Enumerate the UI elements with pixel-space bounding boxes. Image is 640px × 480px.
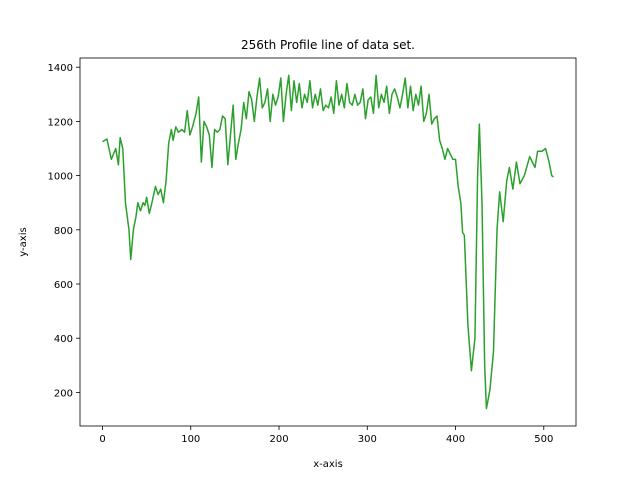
x-tick-label: 0	[99, 434, 105, 445]
y-tick-label: 1000	[48, 172, 73, 183]
x-axis-label: x-axis	[313, 459, 343, 470]
y-tick-label: 200	[54, 388, 73, 399]
x-tick-label: 400	[446, 434, 465, 445]
x-tick-label: 500	[534, 434, 553, 445]
x-tick-label: 300	[358, 434, 377, 445]
data-line	[102, 74, 554, 410]
y-tick-label: 800	[54, 226, 73, 237]
chart-title: 256th Profile line of data set.	[241, 38, 415, 52]
y-tick-label: 600	[54, 280, 73, 291]
y-tick-label: 400	[54, 334, 73, 345]
plot-frame	[79, 57, 577, 427]
x-tick-label: 100	[181, 434, 200, 445]
y-tick-label: 1200	[48, 117, 73, 128]
y-tick-label: 1400	[48, 63, 73, 74]
y-axis-label: y-axis	[18, 227, 29, 256]
x-tick-label: 200	[269, 434, 288, 445]
